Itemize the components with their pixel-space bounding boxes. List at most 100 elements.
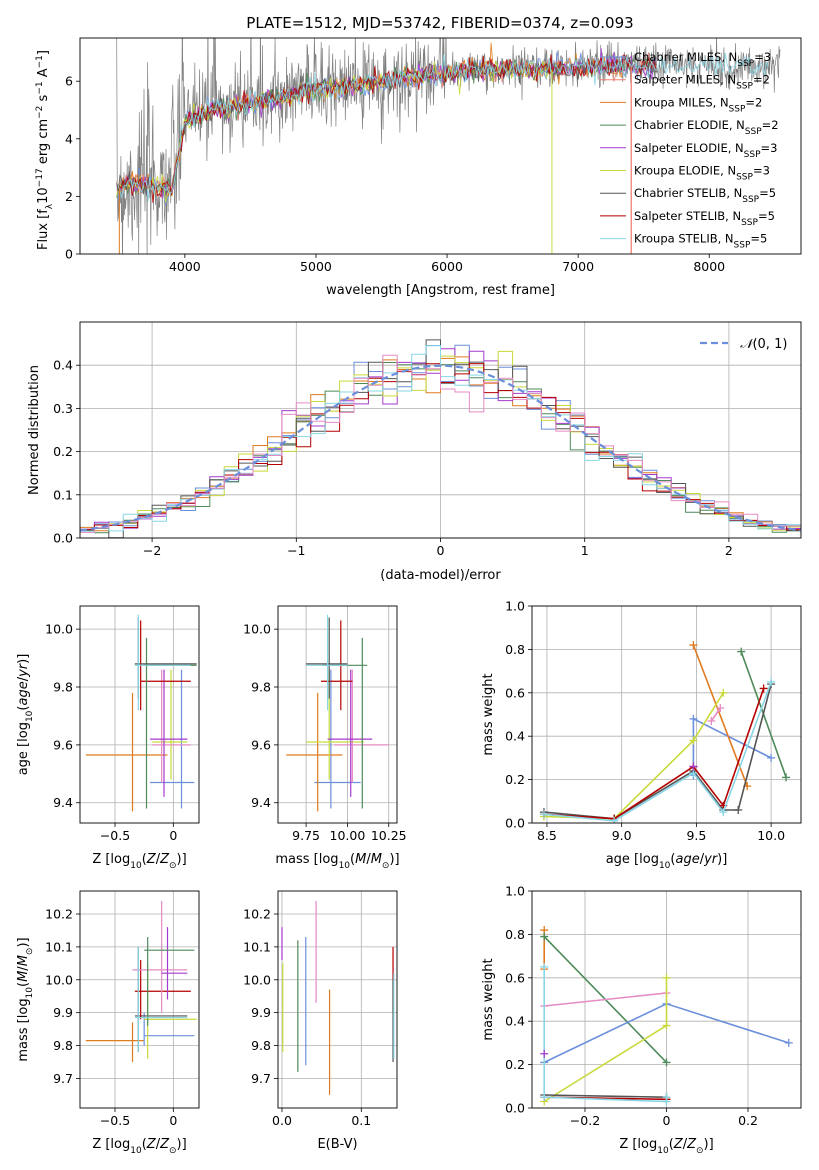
tick-label-x: 9.75 bbox=[292, 828, 320, 843]
errorbar-point bbox=[134, 946, 188, 1053]
observed-spectrum bbox=[116, 38, 781, 254]
series bbox=[707, 703, 725, 726]
errorbar-point bbox=[334, 669, 389, 783]
tick-label-y: 1.0 bbox=[505, 599, 525, 614]
tick-label-y: 0.4 bbox=[505, 1014, 525, 1029]
label-part: 10 bbox=[130, 1146, 142, 1156]
series-marker bbox=[734, 805, 743, 814]
label-part: 10 bbox=[25, 710, 35, 722]
errorbars bbox=[281, 900, 395, 1095]
label-part: Kroupa MILES, N bbox=[634, 95, 729, 109]
series bbox=[689, 641, 752, 791]
axes-frame bbox=[277, 605, 398, 824]
label-part: yr bbox=[703, 852, 719, 867]
tick-label-x: 0.2 bbox=[738, 1113, 758, 1128]
tick-label-x: 10.0 bbox=[757, 828, 785, 843]
spectrum-lines bbox=[116, 38, 781, 254]
axes-frame bbox=[79, 605, 200, 824]
tick-label-x: 0 bbox=[663, 1113, 671, 1128]
errorbar-point bbox=[161, 927, 188, 1000]
tick-label-y: 10.0 bbox=[243, 972, 271, 987]
tick-label-y: 0.2 bbox=[505, 1057, 525, 1072]
tick-label-x: −0.5 bbox=[100, 828, 130, 843]
label-part: Z bbox=[146, 852, 157, 867]
series-marker bbox=[540, 932, 549, 941]
tick-label-y: 0.6 bbox=[505, 970, 525, 985]
tick-label-x: 10.00 bbox=[330, 828, 366, 843]
label-part: Salpeter STELIB, N bbox=[634, 209, 741, 223]
errorbar-point bbox=[134, 614, 191, 711]
errorbars bbox=[85, 900, 197, 1062]
series-line bbox=[543, 688, 765, 820]
label-part: / bbox=[700, 852, 705, 867]
label-part: ( bbox=[669, 1137, 674, 1152]
series-marker bbox=[737, 647, 746, 656]
label-part: 10 bbox=[659, 861, 671, 871]
axes-mass-vs-Z: −0.5 09.79.89.910.010.110.2Z [log10(Z/Z⊙)… bbox=[16, 890, 200, 1156]
errorbar-point bbox=[327, 669, 373, 797]
label-part: ( bbox=[670, 852, 675, 867]
errorbar-point bbox=[85, 692, 168, 812]
mass-weight-series bbox=[539, 641, 791, 823]
legend-label: Salpeter STELIB, NSSP=5 bbox=[634, 209, 775, 228]
series bbox=[540, 962, 671, 1106]
label-part: Z bbox=[686, 1137, 697, 1152]
tick-label-y: 1.0 bbox=[505, 884, 525, 899]
series bbox=[689, 762, 698, 771]
tick-label-y: 9.4 bbox=[53, 795, 73, 810]
label-part: s bbox=[36, 94, 51, 105]
axes-frame bbox=[79, 321, 802, 539]
label-part: Flux [f bbox=[36, 209, 51, 250]
axes-massweight-vs-age: 8.5 9.0 9.5 10.0 0.0 0.2 0.4 0.6 0.8 1.0 age [log1… bbox=[481, 599, 802, 871]
tick-label-y: 10.1 bbox=[243, 939, 271, 954]
label-part: −17 bbox=[35, 168, 45, 187]
x-axis-label: mass [log10(M/M⊙)] bbox=[275, 852, 399, 871]
axes-age-vs-Z: −0.5 09.49.69.810.0Z [log10(Z/Z⊙)]age [lo… bbox=[16, 605, 200, 871]
errorbar-point bbox=[306, 669, 364, 780]
tick-label-x: 0 bbox=[437, 543, 445, 558]
series-marker bbox=[662, 1021, 671, 1030]
label-part: mass [log bbox=[275, 852, 338, 867]
tick-label-y: 0.0 bbox=[53, 531, 73, 546]
label-part: =3 bbox=[754, 50, 771, 64]
x-axis-label: age [log10(age/yr)] bbox=[606, 852, 728, 871]
label-part: =2 bbox=[745, 95, 762, 109]
label-part: Kroupa STELIB, N bbox=[634, 232, 734, 246]
tick-label-y: 0.2 bbox=[505, 772, 525, 787]
label-part: / bbox=[366, 852, 371, 867]
errorbar-point bbox=[152, 669, 191, 783]
tick-label-y: 10.0 bbox=[243, 622, 271, 637]
tick-label-y: 0.4 bbox=[505, 729, 525, 744]
errorbar-point bbox=[144, 963, 197, 1059]
axes-mass-vs-EBV: 0.0 0.1 9.7 9.8 9.9 10.0 10.1 10.2 E(B-V) bbox=[243, 890, 398, 1152]
label-part: =3 bbox=[753, 164, 770, 178]
tick-label-y: 0.4 bbox=[53, 358, 73, 373]
series-line bbox=[544, 992, 667, 1007]
series-marker bbox=[689, 736, 698, 745]
legend-label: 𝒩(0, 1) bbox=[740, 337, 787, 352]
series-marker bbox=[662, 1058, 671, 1067]
series-line bbox=[543, 681, 772, 822]
label-part: Kroupa ELODIE, N bbox=[634, 164, 736, 178]
label-part: ⊙ bbox=[169, 861, 177, 871]
y-axis-label: mass [log10(M/M⊙)] bbox=[16, 937, 35, 1061]
tick-label-y: 9.8 bbox=[251, 1038, 271, 1053]
label-part: )] bbox=[389, 852, 399, 867]
tick-label-y: 9.9 bbox=[251, 1005, 271, 1020]
label-part: −1 bbox=[35, 55, 45, 68]
label-part: ( bbox=[142, 1137, 147, 1152]
label-part: SSP bbox=[744, 150, 761, 160]
series-line bbox=[543, 977, 668, 1103]
series bbox=[540, 988, 671, 1011]
label-part: =5 bbox=[759, 186, 776, 200]
tick-label-y: 0.6 bbox=[505, 685, 525, 700]
series-marker bbox=[784, 1038, 793, 1047]
label-part: SSP bbox=[736, 82, 753, 92]
histogram-series bbox=[80, 354, 801, 533]
label-part: λ bbox=[45, 203, 55, 209]
tick-label-y: 9.8 bbox=[53, 1038, 73, 1053]
series-marker bbox=[540, 1093, 549, 1102]
series-marker bbox=[662, 1093, 671, 1102]
series-line bbox=[692, 644, 748, 787]
series-marker bbox=[759, 684, 768, 693]
